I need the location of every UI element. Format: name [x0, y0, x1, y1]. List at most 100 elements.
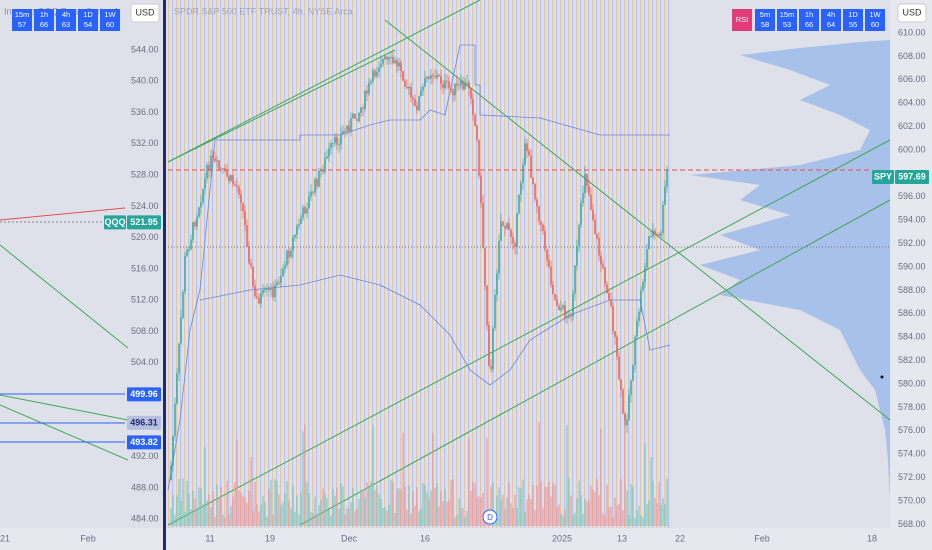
volume [588, 499, 590, 526]
candle [348, 125, 350, 132]
timeframe-button[interactable] [100, 9, 120, 31]
candle [318, 170, 320, 187]
volume [522, 479, 524, 526]
volume [464, 516, 466, 526]
candle [192, 222, 194, 240]
timeframe-button[interactable] [865, 9, 885, 31]
volume [650, 457, 652, 526]
timeframe-button[interactable] [821, 9, 841, 31]
volume [322, 488, 324, 526]
time-axis-label: 11 [205, 533, 214, 543]
level-tag-text: 496.31 [130, 417, 158, 427]
candle [364, 90, 366, 109]
volume [176, 495, 178, 526]
candle [442, 83, 444, 88]
timeframe-button[interactable] [56, 9, 76, 31]
volume [618, 504, 620, 526]
volume [458, 498, 460, 526]
timeframe-button[interactable] [777, 9, 797, 31]
price-axis-label: 582.00 [898, 355, 926, 365]
volume [434, 487, 436, 526]
volume [572, 514, 574, 526]
candle [258, 297, 260, 304]
volume [198, 487, 200, 526]
indicator-label: RSI [736, 15, 749, 24]
currency-button[interactable] [130, 3, 160, 23]
candle [536, 199, 538, 207]
candle [390, 56, 392, 58]
candle [292, 237, 294, 251]
volume [490, 486, 492, 526]
pane-divider [163, 0, 166, 550]
indicator-button[interactable] [732, 9, 752, 31]
timeframe-button[interactable] [78, 9, 98, 31]
candle [278, 282, 280, 284]
volume [196, 507, 198, 526]
event-marker[interactable] [482, 509, 498, 525]
candle [570, 315, 572, 317]
candle [552, 284, 554, 294]
candle [338, 144, 340, 146]
volume [272, 514, 274, 526]
price-axis-label: 592.00 [898, 238, 926, 248]
price-axis-label: 532.00 [131, 138, 159, 148]
candle [556, 299, 558, 306]
volume [508, 482, 510, 526]
volume [376, 485, 378, 526]
candles [170, 51, 668, 481]
volume [232, 496, 234, 526]
candle [610, 299, 612, 307]
candle [280, 276, 282, 283]
volume [492, 482, 494, 526]
candle [460, 80, 462, 85]
candle [498, 240, 500, 274]
dot [880, 375, 884, 379]
candle [564, 305, 566, 319]
lower-band [199, 274, 671, 386]
candle [218, 160, 220, 169]
volume [182, 478, 184, 526]
candle [354, 113, 356, 119]
session-stripes [168, 0, 670, 528]
volume [252, 510, 254, 526]
volume [300, 493, 302, 526]
timeframe-button[interactable] [799, 9, 819, 31]
volume [400, 488, 402, 526]
timeframe-label: 4h [62, 10, 70, 19]
volume [570, 495, 572, 526]
candle [182, 291, 184, 318]
timeframe-button[interactable] [843, 9, 863, 31]
volume [280, 504, 282, 526]
candle [234, 184, 236, 186]
price-axis-label: 594.00 [898, 215, 926, 225]
candle [648, 236, 650, 250]
volume [286, 481, 288, 526]
timeframe-value: 64 [827, 20, 835, 29]
volume [442, 501, 444, 526]
volume [594, 492, 596, 526]
candle [308, 196, 310, 209]
time-axis-label: 19 [265, 533, 275, 543]
candle [618, 356, 620, 380]
right-title: SPDR S&P 500 ETF TRUST, 4h, NYSE Arca [174, 6, 353, 16]
price-axis-label: 590.00 [898, 261, 926, 271]
volume [414, 505, 416, 526]
timeframe-button[interactable] [12, 9, 32, 31]
volume [260, 504, 262, 526]
candle [406, 86, 408, 89]
currency-button[interactable] [897, 3, 927, 23]
price-axis-label: 576.00 [898, 425, 926, 435]
level-tag [127, 415, 161, 430]
candle [350, 118, 352, 132]
candle [336, 136, 338, 145]
candle [316, 178, 318, 187]
candle [528, 151, 530, 156]
volume [638, 505, 640, 526]
volume [524, 512, 526, 526]
candle [402, 71, 404, 81]
volume [584, 498, 586, 526]
timeframe-button[interactable] [755, 9, 775, 31]
price-axis-label: 568.00 [898, 519, 926, 529]
timeframe-button[interactable] [34, 9, 54, 31]
volume [190, 509, 192, 526]
